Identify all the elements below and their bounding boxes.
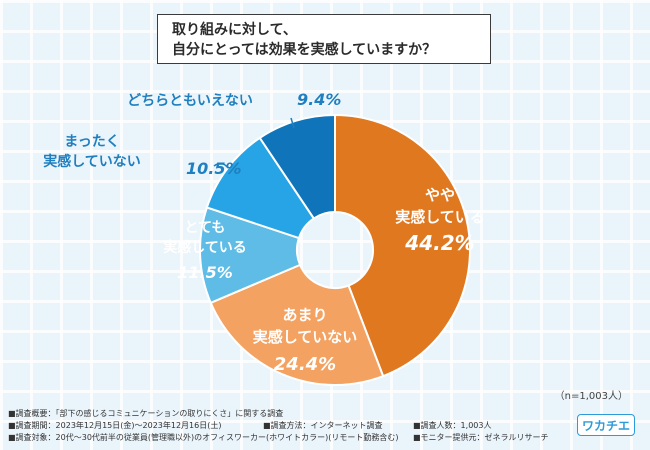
slice-label-3-line-0: まったく bbox=[64, 134, 119, 150]
question-title-line1: 取り組みに対して、 bbox=[172, 22, 297, 38]
survey-target: ■調査対象：20代〜30代前半の従業員(管理職以外)のオフィスワーカー(ホワイト… bbox=[8, 433, 399, 442]
leader-line-dochira bbox=[290, 117, 295, 129]
wakachie-logo: ワカチエ bbox=[577, 414, 635, 436]
slice-value-0: 44.2% bbox=[404, 231, 474, 255]
survey-overview: ■調査概要：「部下の感じるコミュニケーションの取りにくさ」に関する調査 bbox=[8, 409, 284, 418]
question-title-line2: 自分にとっては効果を実感していますか？ bbox=[172, 42, 437, 58]
slice-3 bbox=[205, 136, 316, 240]
slice-label-0-line-1: 実感している bbox=[395, 208, 485, 226]
slice-label-0-line-0: やや bbox=[425, 186, 455, 204]
slice-label-3-line-1: 実感していない bbox=[43, 153, 141, 170]
donut-chart: やや実感している44.2%あまり実感していない24.4%とても実感している11.… bbox=[43, 90, 485, 386]
slice-value-4: 9.4% bbox=[297, 90, 341, 109]
slice-value-2: 11.5% bbox=[177, 263, 233, 282]
slice-0 bbox=[334, 113, 471, 378]
slice-label-2-line-0: とても bbox=[185, 220, 226, 236]
survey-footer: ■調査概要：「部下の感じるコミュニケーションの取りにくさ」に関する調査 ■調査期… bbox=[8, 408, 568, 444]
slice-2 bbox=[199, 206, 302, 305]
sample-size-label: （n=1,003人） bbox=[554, 391, 628, 402]
survey-period: ■調査期間：2023年12月15日(金)〜2023年12月16日(土) bbox=[8, 421, 222, 430]
slice-1 bbox=[209, 263, 385, 386]
question-title-box: 取り組みに対して、 自分にとっては効果を実感していますか？ bbox=[157, 14, 491, 64]
survey-monitor: ■モニター提供元：ゼネラルリサーチ bbox=[413, 433, 549, 442]
slice-label-1-line-1: 実感していない bbox=[253, 328, 358, 346]
leader-line-matttaku bbox=[213, 162, 229, 169]
survey-count: ■調査人数：1,003人 bbox=[413, 421, 492, 430]
survey-method: ■調査方法：インターネット調査 bbox=[263, 421, 383, 430]
slice-value-3: 10.5% bbox=[186, 159, 242, 178]
slice-value-1: 24.4% bbox=[274, 354, 336, 375]
slice-4 bbox=[258, 113, 336, 220]
slice-label-1-line-0: あまり bbox=[282, 306, 327, 324]
slice-label-4-line-0: どちらともいえない bbox=[127, 93, 253, 109]
slice-label-2-line-1: 実感している bbox=[163, 239, 247, 256]
